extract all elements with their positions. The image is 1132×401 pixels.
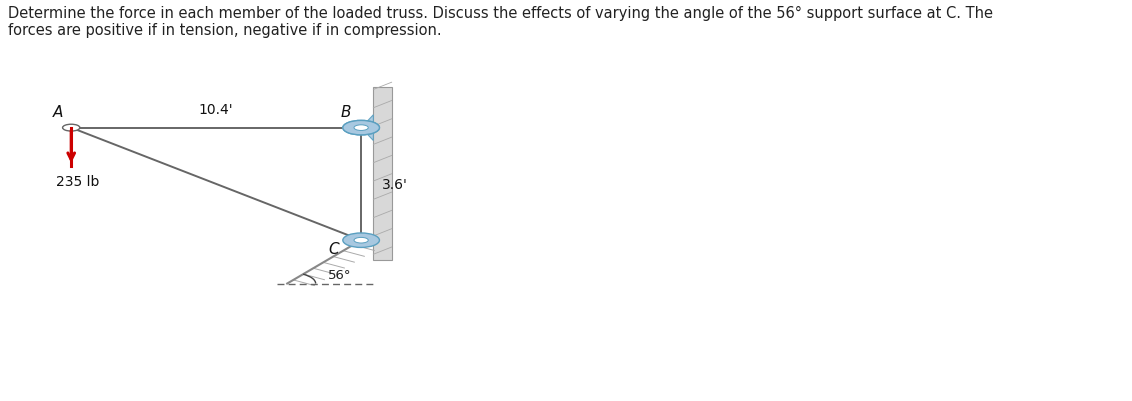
Polygon shape — [361, 115, 374, 141]
Circle shape — [343, 233, 379, 248]
Text: 56°: 56° — [328, 268, 351, 282]
Text: 10.4': 10.4' — [199, 103, 233, 117]
Circle shape — [354, 126, 368, 131]
Text: Determine the force in each member of the loaded truss. Discuss the effects of v: Determine the force in each member of th… — [8, 6, 993, 38]
Text: C: C — [328, 241, 338, 256]
Circle shape — [354, 238, 368, 243]
Polygon shape — [374, 88, 392, 261]
Text: A: A — [53, 105, 63, 119]
Circle shape — [343, 121, 379, 136]
Text: 235 lb: 235 lb — [55, 174, 100, 188]
Circle shape — [343, 121, 379, 136]
Circle shape — [62, 125, 80, 132]
Text: 3.6': 3.6' — [381, 178, 408, 191]
Circle shape — [354, 126, 368, 131]
Text: B: B — [341, 105, 351, 119]
